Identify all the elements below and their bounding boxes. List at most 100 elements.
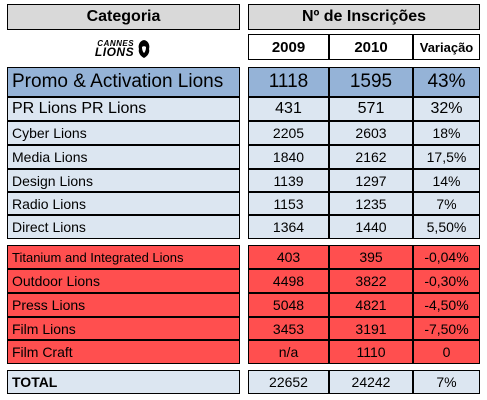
blue-row-0-label-cell: Promo & Activation Lions [7,67,240,97]
red-row-1-var: -0,30% [424,273,469,289]
red-row-4-label: Film Craft [12,344,73,360]
blue-row-5-v2010: 1235 [355,195,387,212]
red-row-1-v2009-cell: 4498 [248,269,329,293]
red-row-1-label-cell: Outdoor Lions [7,269,240,293]
blue-row-1-var-cell: 32% [413,97,480,121]
total-2009-cell: 22652 [248,370,329,394]
header-inscricoes: Nº de Inscrições [248,4,480,30]
red-row-0-v2010-cell: 395 [329,245,413,269]
total-var: 7% [436,374,457,390]
blue-row-1-label: PR Lions PR Lions [12,100,147,117]
red-row-0-label: Titanium and Integrated Lions [12,249,184,265]
blue-row-3-v2009: 1840 [272,149,305,165]
header-inscricoes-label: Nº de Inscrições [301,8,427,25]
red-row-2-label-cell: Press Lions [7,293,240,317]
red-row-3-label: Film Lions [12,320,76,337]
red-row-1-var-cell: -0,30% [413,269,480,293]
logo-text: CANNES LIONS [94,39,135,60]
red-row-2-var: -4,50% [424,297,469,313]
col-2009-header: 2009 [248,34,329,60]
red-row-0-v2009: 403 [276,249,301,265]
blue-row-3-var-cell: 17,5% [413,145,480,169]
blue-row-0-var: 43% [427,71,466,92]
red-row-3-label-cell: Film Lions [7,317,240,340]
red-row-3-v2009-cell: 3453 [248,317,329,340]
blue-row-6-label: Direct Lions [12,219,86,235]
blue-row-2-v2009-cell: 2205 [248,121,329,145]
blue-row-2-var-cell: 18% [413,121,480,145]
blue-row-4-label: Design Lions [12,172,93,189]
blue-row-6-v2009-cell: 1364 [248,215,329,239]
logo-line2: LIONS [94,45,135,60]
blue-row-1-label-cell: PR Lions PR Lions [7,97,240,121]
blue-row-5-v2010-cell: 1235 [329,192,413,215]
total-2010-cell: 24242 [329,370,413,394]
total-var-cell: 7% [413,370,480,394]
red-row-2-v2009-cell: 5048 [248,293,329,317]
col-variacao-header: Variação [413,34,480,60]
blue-row-1-v2009-cell: 431 [248,97,329,121]
blue-row-0-v2010-cell: 1595 [329,67,413,97]
cannes-lions-logo: CANNES LIONS [7,34,240,64]
red-row-3-v2010: 3191 [355,320,387,337]
red-row-2-v2010-cell: 4821 [329,293,413,317]
blue-row-3-v2010: 2162 [355,149,387,165]
total-label: TOTAL [12,374,58,390]
red-row-2-var-cell: -4,50% [413,293,480,317]
blue-row-5-label: Radio Lions [12,195,86,212]
col-2009-label: 2009 [271,38,306,56]
red-row-4-v2010-cell: 1110 [329,340,413,364]
total-2009: 22652 [269,374,308,390]
total-2010: 24242 [351,374,391,390]
blue-row-3-var: 17,5% [426,149,467,165]
blue-row-1-var: 32% [430,100,463,117]
red-row-4-var: 0 [442,344,451,360]
blue-row-0-label: Promo & Activation Lions [12,71,224,92]
blue-row-5-v2009-cell: 1153 [248,192,329,215]
red-row-2-v2009: 5048 [272,297,305,313]
blue-row-4-v2010-cell: 1297 [329,169,413,192]
blue-row-6-v2010: 1440 [355,219,387,235]
blue-row-5-v2009: 1153 [273,195,304,212]
red-row-3-var-cell: -7,50% [413,317,480,340]
blue-row-5-var: 7% [436,195,457,212]
lion-head-icon [138,40,150,58]
blue-row-6-var-cell: 5,50% [413,215,480,239]
blue-row-5-label-cell: Radio Lions [7,192,240,215]
red-row-4-v2009: n/a [278,344,299,360]
red-row-4-v2010: 1110 [356,344,386,360]
header-categoria: Categoria [7,4,240,30]
blue-row-4-v2009: 1139 [273,172,304,189]
red-row-4-var-cell: 0 [413,340,480,364]
red-row-2-label: Press Lions [12,297,86,313]
blue-row-2-v2010: 2603 [355,125,387,141]
blue-row-0-v2009: 1118 [268,71,309,92]
red-row-0-v2009-cell: 403 [248,245,329,269]
red-row-0-var-cell: -0,04% [413,245,480,269]
col-2010-header: 2010 [329,34,413,60]
red-row-1-v2009: 4498 [272,273,305,289]
blue-row-1-v2010: 571 [357,100,385,117]
blue-row-6-v2009: 1364 [272,219,305,235]
blue-row-4-v2009-cell: 1139 [248,169,329,192]
blue-row-0-v2010: 1595 [349,71,393,92]
red-row-3-var: -7,50% [424,320,469,337]
blue-row-3-label-cell: Media Lions [7,145,240,169]
blue-row-0-var-cell: 43% [413,67,480,97]
red-row-3-v2010-cell: 3191 [329,317,413,340]
blue-row-2-v2010-cell: 2603 [329,121,413,145]
blue-row-0-v2009-cell: 1118 [248,67,329,97]
blue-row-1-v2009: 431 [275,100,302,117]
blue-row-3-label: Media Lions [12,149,88,165]
blue-row-3-v2010-cell: 2162 [329,145,413,169]
red-row-3-v2009: 3453 [272,320,305,337]
blue-row-4-var-cell: 14% [413,169,480,192]
red-row-1-v2010: 3822 [355,273,387,289]
red-row-2-v2010: 4821 [355,297,387,313]
header-categoria-label: Categoria [86,8,161,25]
blue-row-1-v2010-cell: 571 [329,97,413,121]
blue-row-6-var: 5,50% [426,219,467,235]
col-2010-label: 2010 [354,38,388,56]
col-variacao-label: Variação [419,39,474,55]
red-row-0-v2010: 395 [359,249,383,265]
